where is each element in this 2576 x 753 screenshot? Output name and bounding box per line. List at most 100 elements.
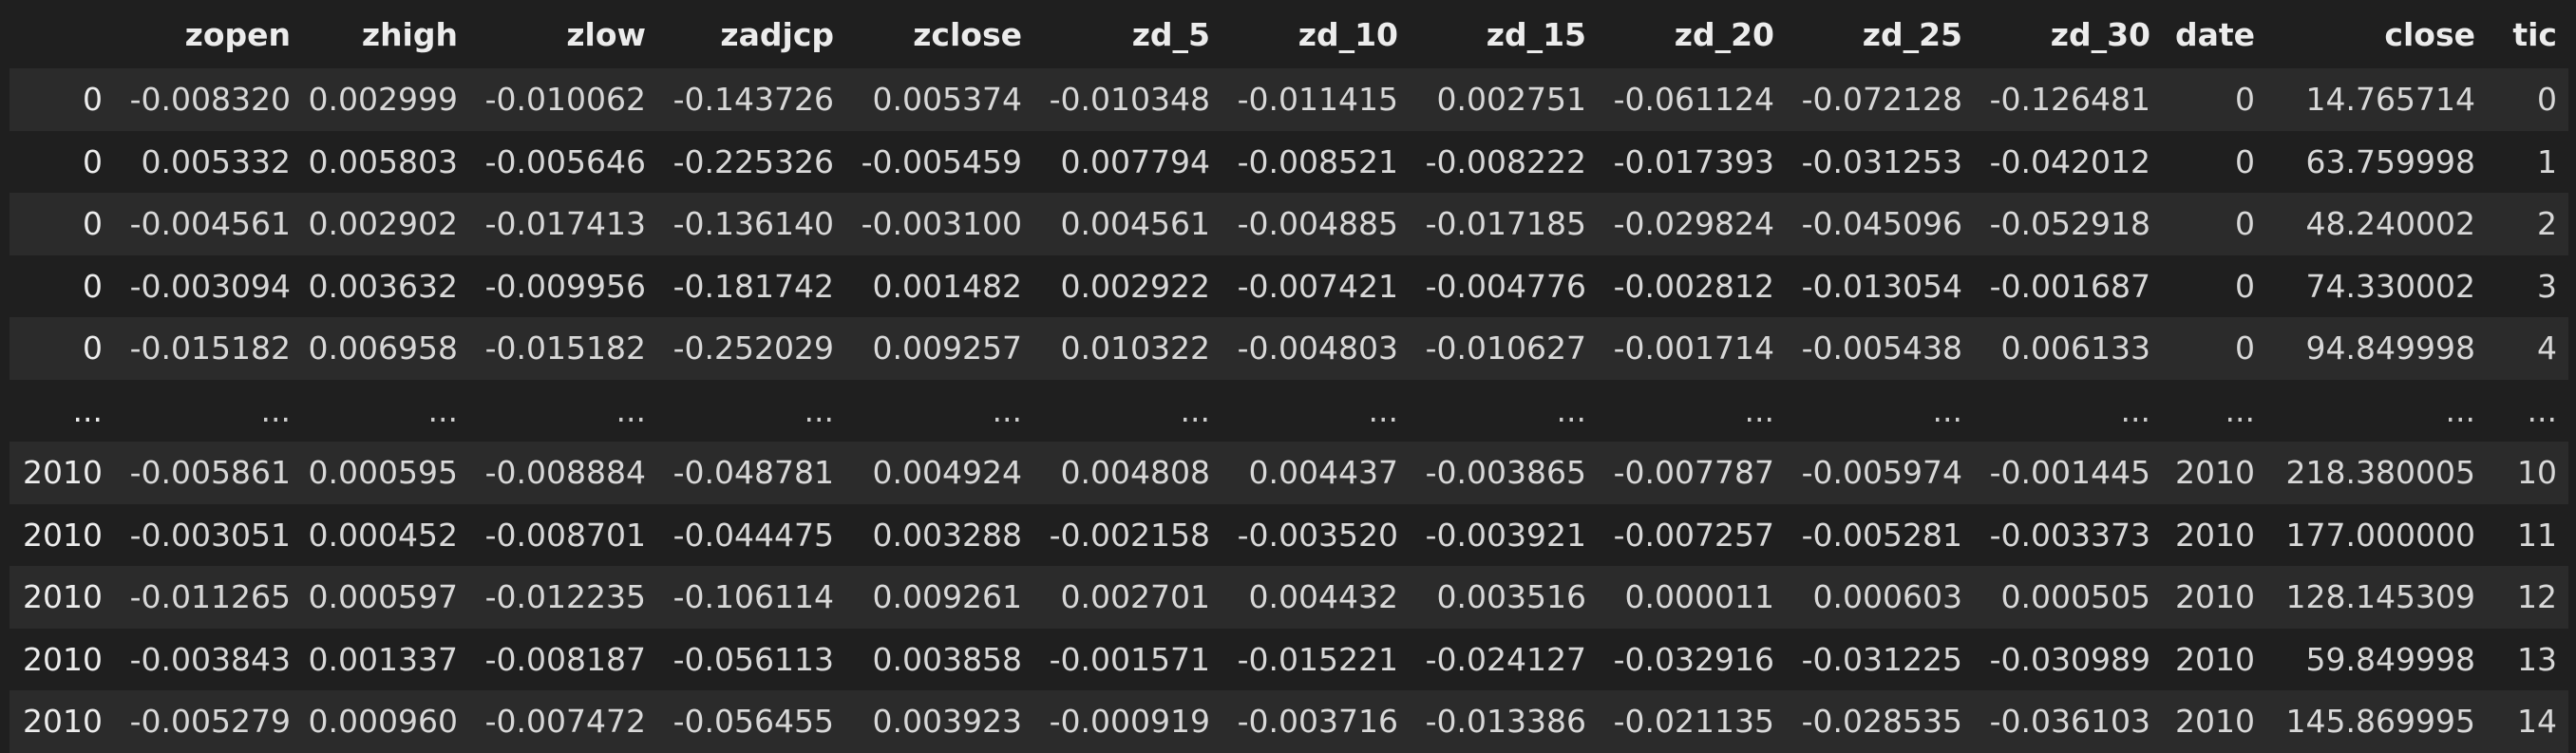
table-cell: 218.380005	[2285, 454, 2475, 492]
column-header: date	[2174, 15, 2255, 53]
table-cell: -0.003100	[861, 205, 1022, 243]
column-header: zopen	[184, 15, 291, 53]
table-cell: 0.003632	[308, 267, 458, 305]
table-cell: -0.008884	[484, 454, 646, 492]
table-cell: 0.006133	[2000, 329, 2150, 367]
table-cell: 0.007794	[1060, 142, 1210, 180]
table-cell: 48.240002	[2305, 205, 2475, 243]
table-cell: 0.002701	[1060, 578, 1210, 616]
table-cell: ...	[1368, 391, 1398, 429]
row-index-cell: 0	[83, 329, 103, 367]
table-cell: -0.052918	[1989, 205, 2150, 243]
table-cell: 0	[2235, 81, 2255, 119]
table-cell: 0	[2235, 205, 2255, 243]
table-cell: -0.005279	[129, 703, 291, 741]
table-cell: -0.003921	[1425, 516, 1586, 554]
table-cell: ...	[1744, 391, 1774, 429]
table-row: 0 -0.015182 0.006958 -0.015182 -0.252029 0.00…	[9, 317, 2568, 380]
table-cell: -0.024127	[1425, 640, 1586, 678]
table-cell: 177.000000	[2285, 516, 2475, 554]
table-cell: -0.008222	[1425, 142, 1586, 180]
table-cell: 0.000960	[308, 703, 458, 741]
table-cell: -0.003051	[129, 516, 291, 554]
table-cell: ...	[1180, 391, 1210, 429]
table-cell: 0.004432	[1248, 578, 1398, 616]
table-cell: 0.006958	[308, 329, 458, 367]
table-cell: -0.011415	[1237, 81, 1398, 119]
table-row: 2010 -0.003843 0.001337 -0.008187 -0.056113 0…	[9, 628, 2568, 690]
table-cell: 0.002922	[1060, 267, 1210, 305]
table-cell: -0.010348	[1049, 81, 1210, 119]
column-header: zd_5	[1131, 15, 1210, 53]
table-cell: -0.011265	[129, 578, 291, 616]
table-cell: -0.017185	[1425, 205, 1586, 243]
table-cell: 3	[2537, 267, 2557, 305]
dataframe-table: zopen zhigh zlow zadjcp zclose zd_5 zd_10 zd_15…	[9, 0, 2568, 753]
table-cell: 0	[2235, 329, 2255, 367]
table-cell: -0.030989	[1989, 640, 2150, 678]
table-cell: -0.004885	[1237, 205, 1398, 243]
column-header: zhigh	[361, 15, 458, 53]
table-header: zopen zhigh zlow zadjcp zclose zd_5 zd_10 zd_15…	[9, 0, 2568, 68]
table-cell: -0.015182	[484, 329, 646, 367]
column-header: zadjcp	[720, 15, 834, 53]
table-cell: -0.136140	[672, 205, 834, 243]
table-cell: -0.004776	[1425, 267, 1586, 305]
table-cell: 0.005803	[308, 142, 458, 180]
table-cell: ...	[1932, 391, 1962, 429]
index-column-header	[9, 0, 114, 68]
table-cell: -0.044475	[672, 516, 834, 554]
ellipsis-row: ........................................…	[9, 379, 2568, 442]
table-cell: -0.028535	[1801, 703, 1962, 741]
table-cell: -0.106114	[672, 578, 834, 616]
column-header: tic	[2512, 15, 2557, 53]
column-header: zclose	[913, 15, 1022, 53]
table-cell: 0.003858	[872, 640, 1022, 678]
table-cell: 0.001482	[872, 267, 1022, 305]
table-cell: -0.005861	[129, 454, 291, 492]
column-header: close	[2384, 15, 2475, 53]
table-cell: -0.017413	[484, 205, 646, 243]
table-cell: -0.031225	[1801, 640, 1962, 678]
table-cell: -0.005974	[1801, 454, 1962, 492]
table-cell: -0.002812	[1613, 267, 1774, 305]
table-cell: -0.031253	[1801, 142, 1962, 180]
table-cell: -0.002158	[1049, 516, 1210, 554]
table-cell: -0.003520	[1237, 516, 1398, 554]
table-cell: ...	[992, 391, 1022, 429]
table-cell: -0.036103	[1989, 703, 2150, 741]
table-cell: ...	[260, 391, 291, 429]
table-cell: -0.015221	[1237, 640, 1398, 678]
column-header: zd_25	[1862, 15, 1962, 53]
table-cell: -0.056113	[672, 640, 834, 678]
table-cell: -0.008187	[484, 640, 646, 678]
table-cell: -0.001445	[1989, 454, 2150, 492]
table-cell: -0.029824	[1613, 205, 1774, 243]
table-cell: ...	[616, 391, 646, 429]
table-cell: 4	[2537, 329, 2557, 367]
table-cell: 14.765714	[2305, 81, 2475, 119]
table-cell: 11	[2517, 516, 2557, 554]
table-cell: -0.126481	[1989, 81, 2150, 119]
table-cell: ...	[1556, 391, 1586, 429]
column-header: zd_30	[2050, 15, 2150, 53]
table-cell: 0.000011	[1624, 578, 1774, 616]
table-row: 0 -0.004561 0.002902 -0.017413 -0.136140 -0.0…	[9, 193, 2568, 255]
table-cell: 10	[2517, 454, 2557, 492]
table-cell: -0.017393	[1613, 142, 1774, 180]
table-cell: 13	[2517, 640, 2557, 678]
table-cell: 0.002902	[308, 205, 458, 243]
table-cell: -0.007421	[1237, 267, 1398, 305]
row-index-cell: 2010	[23, 454, 103, 492]
table-cell: -0.143726	[672, 81, 834, 119]
row-index-cell: 2010	[23, 640, 103, 678]
table-cell: -0.013054	[1801, 267, 1962, 305]
table-cell: -0.021135	[1613, 703, 1774, 741]
table-cell: ...	[2120, 391, 2150, 429]
table-cell: -0.010627	[1425, 329, 1586, 367]
column-header: zd_10	[1297, 15, 1398, 53]
table-cell: -0.056455	[672, 703, 834, 741]
row-index-cell: 2010	[23, 703, 103, 741]
column-header: zd_20	[1674, 15, 1774, 53]
table-row: 0 0.005332 0.005803 -0.005646 -0.225326 -0.00…	[9, 130, 2568, 193]
